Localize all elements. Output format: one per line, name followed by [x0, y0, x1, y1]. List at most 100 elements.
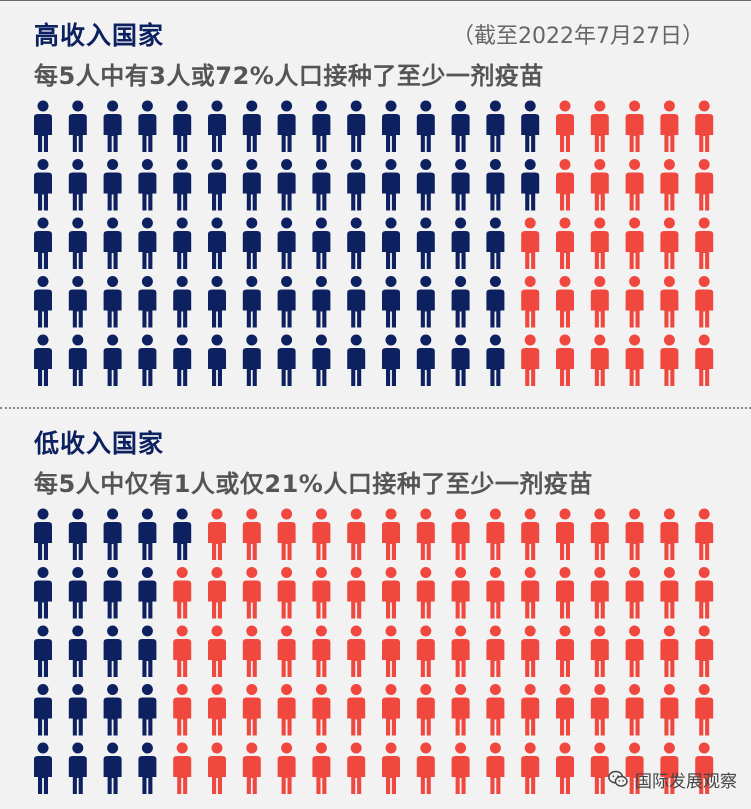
- person-icon: [242, 742, 261, 794]
- person-icon: [556, 684, 574, 736]
- person-icon: [138, 217, 157, 269]
- person-icon: [173, 159, 192, 211]
- person-icon: [34, 567, 52, 619]
- person-icon: [242, 508, 261, 560]
- person-icon: [208, 217, 226, 269]
- person-icon: [451, 334, 470, 386]
- person-icon: [486, 334, 505, 386]
- person-icon: [556, 625, 574, 677]
- person-icon: [173, 742, 192, 794]
- person-icon: [347, 508, 366, 560]
- person-icon: [242, 334, 261, 386]
- person-icon: [242, 567, 261, 619]
- low-income-subtitle: 每5人中仅有1人或仅21%人口接种了至少一剂疫苗: [34, 470, 593, 498]
- person-icon: [173, 276, 192, 328]
- wechat-icon: [608, 770, 628, 787]
- person-icon: [625, 217, 644, 269]
- section-divider: [0, 407, 751, 409]
- person-icon: [173, 625, 192, 677]
- person-icon: [556, 159, 574, 211]
- person-icon: [660, 159, 679, 211]
- person-icon: [138, 334, 157, 386]
- person-icon: [277, 684, 296, 736]
- person-icon: [695, 742, 714, 794]
- person-icon: [312, 625, 331, 677]
- person-icon: [695, 684, 714, 736]
- person-icon: [242, 625, 261, 677]
- person-icon: [347, 276, 366, 328]
- person-icon: [208, 625, 226, 677]
- person-icon: [68, 508, 87, 560]
- low-income-title: 低收入国家: [34, 429, 165, 458]
- person-icon: [347, 100, 366, 152]
- person-icon: [347, 334, 366, 386]
- person-icon: [277, 334, 296, 386]
- person-icon: [68, 276, 87, 328]
- person-icon: [451, 508, 470, 560]
- person-icon: [556, 508, 574, 560]
- person-icon: [103, 684, 122, 736]
- person-icon: [242, 684, 261, 736]
- person-icon: [625, 508, 644, 560]
- person-icon: [521, 684, 540, 736]
- person-icon: [277, 742, 296, 794]
- person-icon: [695, 159, 714, 211]
- person-icon: [173, 100, 192, 152]
- person-icon: [695, 567, 714, 619]
- person-icon: [34, 742, 52, 794]
- person-icon: [382, 159, 400, 211]
- person-icon: [695, 508, 714, 560]
- person-icon: [382, 625, 400, 677]
- person-icon: [625, 684, 644, 736]
- person-icon: [382, 508, 400, 560]
- person-icon: [486, 100, 505, 152]
- person-icon: [486, 625, 505, 677]
- person-icon: [590, 625, 609, 677]
- person-icon: [103, 100, 122, 152]
- person-icon: [138, 276, 157, 328]
- person-icon: [695, 217, 714, 269]
- person-icon: [312, 217, 331, 269]
- low-income-icon-array: [34, 508, 714, 794]
- person-icon: [103, 567, 122, 619]
- person-icon: [486, 159, 505, 211]
- person-icon: [382, 217, 400, 269]
- person-icon: [451, 625, 470, 677]
- person-icon: [208, 334, 226, 386]
- person-icon: [660, 508, 679, 560]
- person-icon: [521, 159, 540, 211]
- person-icon: [660, 684, 679, 736]
- person-icon: [521, 742, 540, 794]
- person-icon: [103, 276, 122, 328]
- person-icon: [103, 334, 122, 386]
- person-icon: [486, 508, 505, 560]
- person-icon: [68, 567, 87, 619]
- high-income-title: 高收入国家: [34, 21, 165, 50]
- person-icon: [277, 508, 296, 560]
- person-icon: [416, 276, 435, 328]
- person-icon: [590, 334, 609, 386]
- person-icon: [625, 625, 644, 677]
- person-icon: [347, 217, 366, 269]
- person-icon: [416, 100, 435, 152]
- person-icon: [34, 508, 52, 560]
- person-icon: [208, 159, 226, 211]
- person-icon: [208, 508, 226, 560]
- person-icon: [312, 742, 331, 794]
- person-icon: [625, 742, 644, 794]
- top-border: [0, 0, 751, 1]
- person-icon: [103, 159, 122, 211]
- person-icon: [277, 567, 296, 619]
- person-icon: [416, 334, 435, 386]
- person-icon: [277, 159, 296, 211]
- person-icon: [660, 625, 679, 677]
- person-icon: [556, 276, 574, 328]
- person-icon: [486, 684, 505, 736]
- person-icon: [556, 217, 574, 269]
- person-icon: [277, 625, 296, 677]
- person-icon: [556, 100, 574, 152]
- person-icon: [451, 684, 470, 736]
- person-icon: [451, 100, 470, 152]
- person-icon: [416, 159, 435, 211]
- watermark: 国际发展观察: [607, 767, 737, 792]
